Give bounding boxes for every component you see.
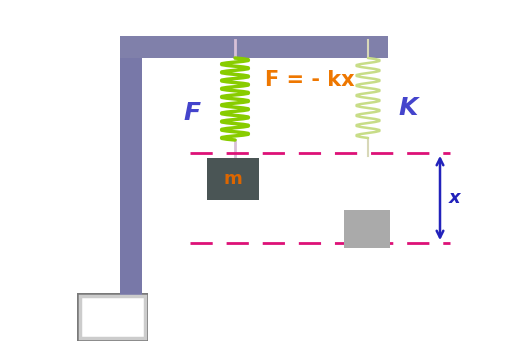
Text: K: K bbox=[398, 96, 418, 120]
Bar bbox=[80, 296, 145, 338]
Bar bbox=[120, 38, 142, 338]
Text: x: x bbox=[449, 189, 461, 207]
Text: F: F bbox=[183, 101, 201, 125]
Text: m: m bbox=[224, 170, 242, 188]
Bar bbox=[207, 158, 259, 200]
Text: F = - kx: F = - kx bbox=[265, 70, 355, 90]
Bar bbox=[120, 36, 388, 58]
Bar bbox=[344, 210, 390, 248]
Bar bbox=[83, 299, 142, 335]
Bar bbox=[77, 293, 148, 341]
